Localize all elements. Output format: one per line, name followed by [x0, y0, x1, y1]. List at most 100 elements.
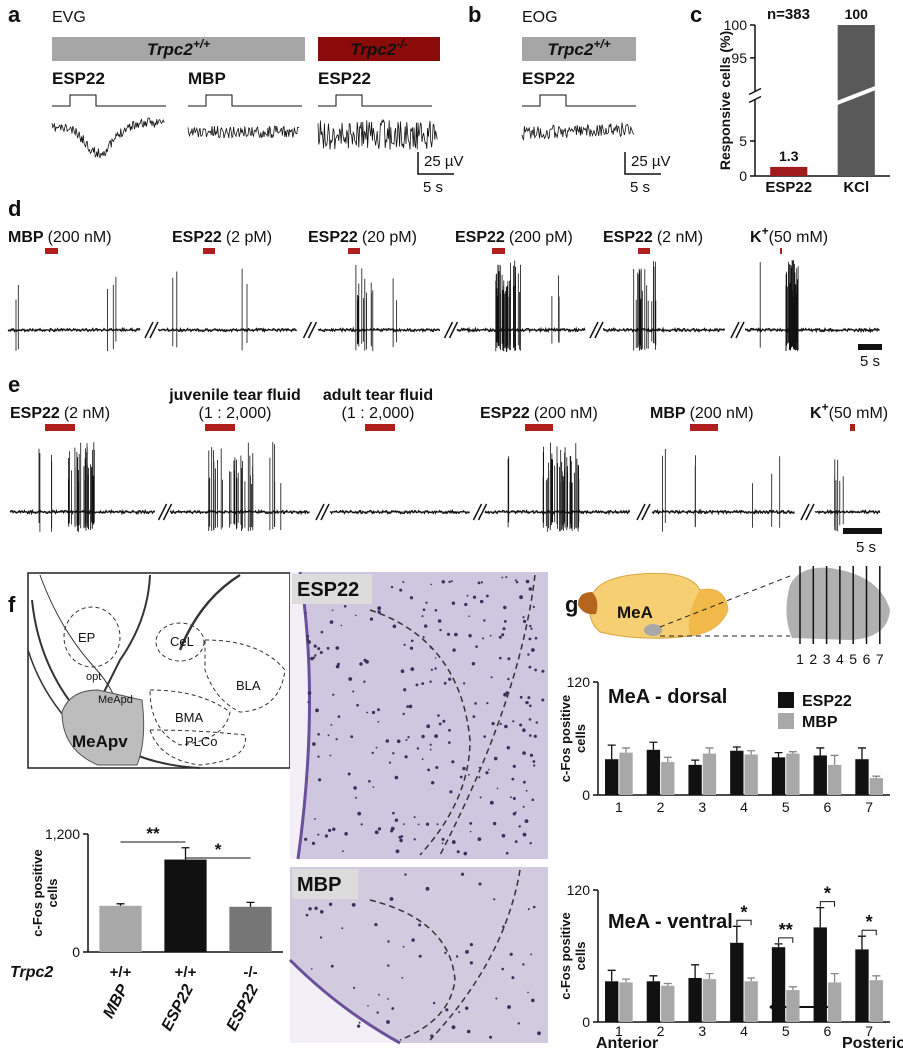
bar	[869, 778, 883, 795]
stimulus-label: MBP (200 nM)	[650, 405, 754, 422]
stained-cell	[365, 659, 369, 664]
stained-cell	[529, 704, 532, 708]
axis-break-mark	[443, 321, 454, 339]
error-bar	[872, 775, 881, 779]
stained-cell	[439, 628, 442, 632]
stimulus-label: (1 : 2,000)	[199, 405, 272, 422]
y-axis-label: c-Fos positive	[558, 695, 573, 782]
trace	[651, 508, 795, 516]
stimulus-label: juvenile tear fluid	[168, 387, 301, 404]
y-tick-label: 5	[739, 133, 747, 149]
error-bar	[649, 975, 658, 982]
y-axis-label: c-Fos positive	[30, 849, 45, 936]
stained-cell	[329, 620, 334, 624]
stained-cell	[424, 624, 428, 628]
stained-cell	[469, 822, 473, 825]
stained-cell	[512, 720, 515, 723]
data-label: 1.3	[779, 148, 799, 164]
section-label: 6	[863, 651, 871, 667]
stained-cell	[306, 638, 309, 642]
stained-cell	[501, 576, 504, 579]
stimulus-label-part: +	[822, 400, 829, 414]
stained-cell	[534, 636, 538, 640]
stained-cell	[430, 668, 433, 671]
stained-cell	[448, 741, 451, 744]
stained-cell	[366, 711, 369, 714]
bar	[164, 859, 207, 952]
stained-cell	[342, 850, 344, 853]
olfactory-bulb	[578, 592, 598, 615]
atlas-label: MeApd	[98, 694, 133, 706]
stained-cell	[399, 588, 403, 592]
error-bar	[607, 969, 616, 982]
scale-label: 5 s	[423, 179, 443, 196]
section-label: 7	[876, 651, 884, 667]
y-tick-label: 1,200	[45, 826, 80, 842]
x-tick-label: 4	[740, 799, 748, 815]
error-bar	[663, 982, 672, 986]
x-tick-label: 4	[740, 1023, 748, 1039]
bar	[855, 759, 869, 795]
stained-cell	[528, 587, 532, 591]
axis-break-mark	[730, 321, 740, 339]
stained-cell	[313, 644, 317, 648]
error-bar	[691, 759, 700, 765]
stained-cell	[482, 637, 485, 640]
trace	[744, 326, 880, 334]
stained-cell	[499, 656, 502, 660]
legend-swatch	[778, 713, 794, 729]
bar	[744, 754, 758, 795]
stained-cell	[377, 708, 380, 712]
stimulus-label: ESP22 (200 nM)	[480, 405, 598, 422]
stimulus-step	[318, 94, 432, 107]
stained-cell	[531, 648, 535, 652]
stained-cell	[517, 1022, 520, 1025]
stained-cell	[525, 579, 530, 584]
x-tick-label: 2	[657, 799, 665, 815]
x-tick-label: 6	[824, 1023, 832, 1039]
bar	[688, 978, 702, 1022]
significance-bracket	[736, 919, 752, 926]
error-bar	[246, 901, 255, 907]
bar	[744, 981, 758, 1022]
stained-cell	[429, 748, 432, 751]
stained-cell	[327, 734, 330, 737]
trace	[317, 118, 438, 150]
error-bar	[622, 747, 631, 753]
stained-cell	[305, 913, 309, 917]
stained-cell	[402, 823, 405, 825]
bar	[813, 927, 827, 1022]
stained-cell	[306, 634, 310, 638]
trace	[603, 261, 725, 351]
stained-cell	[532, 605, 535, 609]
stained-cell	[532, 760, 536, 763]
error-bar	[816, 906, 825, 928]
stained-cell	[368, 780, 371, 783]
stimulus-label: (1 : 2,000)	[342, 405, 415, 422]
stained-cell	[413, 816, 416, 819]
section-label: 2	[809, 651, 817, 667]
stained-cell	[466, 594, 469, 597]
significance-label: **	[146, 824, 160, 843]
axis-break-mark	[589, 321, 599, 339]
stained-cell	[502, 925, 505, 928]
axis-break-mark	[315, 503, 325, 521]
stained-cell	[504, 724, 508, 729]
stained-cell	[525, 701, 529, 705]
trace	[745, 260, 880, 352]
stained-cell	[312, 742, 316, 746]
atlas-region	[149, 689, 231, 746]
stained-cell	[479, 796, 482, 799]
stained-cell	[426, 724, 431, 729]
bar	[605, 759, 619, 795]
stimulus-label: ESP22 (2 nM)	[10, 405, 110, 422]
stimulus-step	[188, 94, 302, 107]
stimulus-label-part: K	[750, 229, 762, 246]
stained-cell	[319, 651, 323, 654]
stained-cell	[434, 609, 438, 612]
stained-cell	[451, 760, 455, 764]
stained-cell	[335, 646, 340, 650]
stained-cell	[502, 627, 506, 631]
atlas-region	[155, 622, 205, 662]
